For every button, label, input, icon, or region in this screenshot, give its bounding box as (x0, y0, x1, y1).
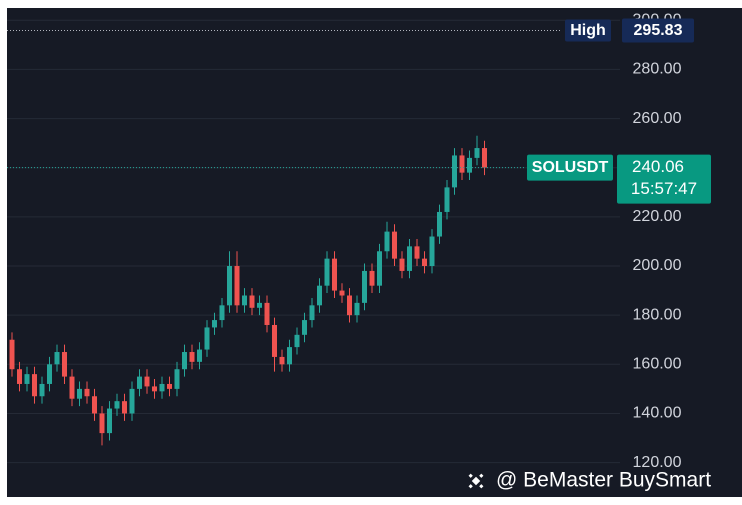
candle-body (197, 349, 202, 362)
overlays: High 295.83 SOLUSDT 240.06 15:57:47 (7, 18, 711, 204)
y-tick-label: 120.00 (633, 454, 682, 471)
candle-body (54, 352, 60, 365)
candle-body (137, 376, 142, 389)
candle-body (362, 270, 367, 303)
y-tick-label: 180.00 (633, 306, 682, 323)
candle-body (204, 327, 210, 350)
last-price-box (617, 154, 711, 204)
candle-body (167, 383, 172, 389)
candle-body (69, 376, 75, 399)
candle-body (62, 352, 67, 377)
candle-body (474, 148, 480, 158)
last-price-value: 240.06 (632, 157, 684, 176)
countdown: 15:57:47 (631, 179, 697, 198)
high-value: 295.83 (634, 22, 683, 39)
candle-body (159, 383, 165, 392)
high-value-box (622, 18, 694, 43)
candle-body (459, 155, 465, 173)
candle-body (294, 334, 300, 348)
candle-body (84, 388, 90, 397)
candle-body (17, 369, 22, 384)
candle-body (399, 258, 405, 271)
candle-body (377, 251, 382, 286)
candle-body (24, 374, 30, 384)
candle-body (107, 408, 112, 434)
candle-body (467, 157, 472, 173)
candle-body (414, 246, 420, 259)
candle-body (339, 290, 345, 296)
candle-body (302, 320, 307, 335)
candle-body (129, 388, 135, 414)
candle-body (249, 295, 255, 308)
y-tick-label: 200.00 (633, 257, 682, 274)
candle-body (114, 401, 120, 409)
candle-body (332, 258, 337, 291)
candle-body (174, 369, 180, 389)
candle-body (189, 352, 195, 362)
candle-body (39, 383, 45, 397)
y-tick-label: 280.00 (633, 61, 682, 78)
y-tick-label: 160.00 (633, 356, 682, 373)
candle-body (242, 295, 247, 306)
candle-body (257, 302, 262, 308)
candle-body (287, 347, 292, 365)
candle-body (452, 155, 457, 188)
watermark-logo (468, 473, 484, 489)
watermark-text: @ BeMaster BuySmart (496, 469, 711, 492)
y-tick-label: 260.00 (633, 110, 682, 127)
watermark: @ BeMaster BuySmart (468, 469, 711, 492)
chart-background (7, 8, 742, 497)
candle-body (182, 352, 187, 370)
candle-body (234, 266, 240, 306)
high-label-box (565, 19, 611, 42)
candles (9, 135, 487, 446)
high-label: High (570, 22, 606, 39)
candle-body (392, 231, 397, 259)
candle-body (9, 339, 15, 370)
candle-body (212, 320, 217, 328)
candle-body (77, 388, 82, 399)
candle-body (264, 302, 270, 325)
candle-body (384, 231, 390, 252)
candle-body (227, 266, 232, 306)
candle-body (272, 324, 277, 357)
candle-body (444, 187, 450, 212)
candle-body (369, 270, 375, 286)
candle-body (122, 401, 127, 414)
candle-body (482, 148, 487, 168)
candle-body (92, 396, 97, 414)
candle-body (279, 356, 285, 365)
symbol-label: SOLUSDT (532, 159, 609, 176)
candle-body (219, 305, 225, 321)
symbol-box (527, 154, 613, 181)
candle-body (152, 386, 157, 392)
y-tick-label: 140.00 (633, 405, 682, 422)
candle-body (309, 305, 315, 321)
y-tick-label: 220.00 (633, 208, 682, 225)
candle-body (317, 285, 322, 306)
candle-body (47, 364, 52, 384)
candle-body (144, 376, 150, 387)
candle-body (324, 258, 330, 286)
candle-body (99, 413, 105, 434)
candle-body (32, 374, 37, 397)
candle-body (437, 211, 442, 237)
candle-body (347, 295, 352, 316)
candle-body (429, 236, 435, 267)
candle-body (407, 246, 412, 271)
candle-body (354, 302, 360, 316)
candle-body (422, 258, 427, 267)
